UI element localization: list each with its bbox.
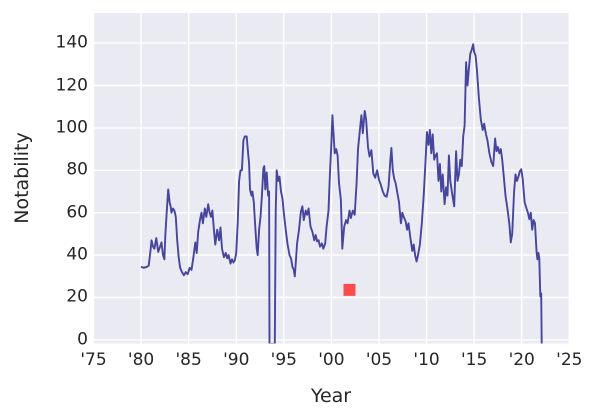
outlier-marker (343, 283, 356, 296)
y-tick-label: 80 (66, 159, 88, 180)
y-tick-label: 60 (66, 202, 88, 223)
y-tick-label: 0 (77, 329, 88, 350)
y-tick-label: 140 (55, 32, 88, 53)
x-tick-label: '95 (270, 350, 297, 370)
y-tick-label: 100 (55, 117, 88, 138)
y-tick-label: 20 (66, 286, 88, 307)
x-tick-label: '90 (223, 350, 250, 370)
x-tick-label: '00 (318, 350, 345, 370)
x-tick-label: '10 (413, 350, 440, 370)
x-tick-label: '15 (460, 350, 488, 370)
x-tick-label: '05 (365, 350, 393, 370)
y-tick-label: 40 (66, 244, 88, 265)
notability-line (140, 43, 543, 344)
x-tick-label: '85 (175, 350, 202, 370)
y-axis-title: Notability (11, 132, 33, 224)
x-tick-label: '20 (508, 350, 535, 370)
x-tick-label: '25 (556, 350, 583, 370)
x-tick-label: '80 (127, 350, 155, 370)
x-axis-title: Year (310, 385, 352, 407)
y-tick-label: 120 (55, 75, 88, 95)
x-tick-label: '75 (80, 350, 107, 370)
